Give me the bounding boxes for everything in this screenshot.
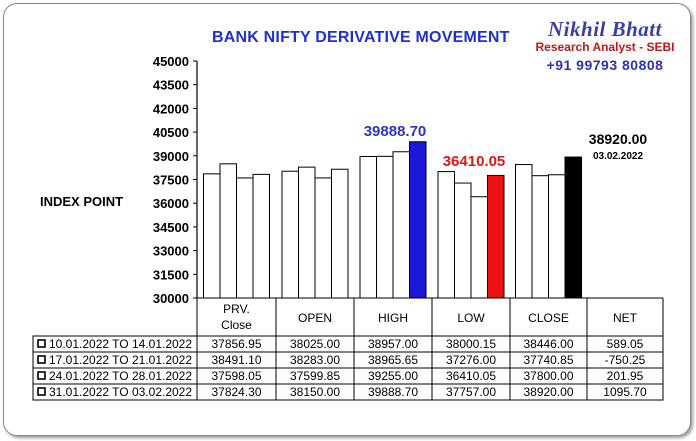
bar: [281, 170, 299, 299]
brand-phone: +91 99793 80808: [546, 57, 664, 73]
brand-name: Nikhil Bhatt: [548, 17, 662, 41]
bar: [252, 173, 270, 299]
table-header-label: Close: [221, 318, 252, 332]
bar: [331, 168, 349, 299]
table-cell: 37757.00: [446, 385, 496, 399]
table-cell: 1095.70: [603, 385, 647, 399]
bar: [219, 163, 237, 299]
legend-key: [37, 355, 46, 364]
table-header-label: NET: [613, 311, 638, 325]
table-cell: 37599.85: [290, 369, 340, 383]
table-cell: 36410.05: [446, 369, 496, 383]
y-tick-label: 30000: [153, 291, 189, 306]
table-cell: 201.95: [607, 369, 644, 383]
table-header-label: CLOSE: [528, 311, 569, 325]
bar: [454, 182, 472, 299]
y-tick-label: 42000: [153, 101, 189, 116]
table-header-label: LOW: [457, 311, 485, 325]
y-tick-label: 31500: [153, 267, 189, 282]
chart-frame: [3, 3, 691, 436]
bar: [298, 166, 316, 299]
chart-title: BANK NIFTY DERIVATIVE MOVEMENT: [212, 29, 510, 46]
y-axis-label: INDEX POINT: [40, 194, 124, 209]
table-cell: 37740.85: [523, 353, 573, 367]
bar: [564, 156, 582, 299]
y-tick-label: 45000: [153, 54, 189, 69]
legend-key: [37, 387, 46, 396]
annotation-close-date: 03.02.2022: [593, 151, 643, 162]
bar: [437, 171, 455, 299]
table-cell: 38283.00: [290, 353, 340, 367]
bar: [392, 151, 410, 299]
y-tick-label: 43500: [153, 78, 189, 93]
legend-key: [37, 371, 46, 380]
bar: [515, 164, 533, 299]
legend-key: [37, 339, 46, 348]
table-cell: 38491.10: [211, 353, 261, 367]
table-header-label: PRV.: [223, 302, 250, 316]
table-cell: 37598.05: [211, 369, 261, 383]
table-cell: 37800.00: [523, 369, 573, 383]
table-cell: 38957.00: [368, 337, 418, 351]
bar: [548, 174, 566, 299]
table-header-label: OPEN: [298, 311, 332, 325]
bar: [359, 155, 377, 299]
annotation-high: 39888.70: [364, 123, 427, 140]
table-cell: 38920.00: [523, 385, 573, 399]
table-row-label: 31.01.2022 TO 03.02.2022: [49, 385, 192, 399]
table-cell: 589.05: [607, 337, 644, 351]
table-cell: 37856.95: [211, 337, 261, 351]
y-tick-label: 34500: [153, 220, 189, 235]
brand-block: Nikhil Bhatt Research Analyst - SEBI +91…: [530, 18, 680, 75]
brand-role: Research Analyst - SEBI: [535, 40, 675, 54]
table-row-label: 17.01.2022 TO 21.01.2022: [49, 353, 192, 367]
bar: [314, 177, 332, 299]
bar: [531, 175, 549, 299]
annotation-close: 38920.00: [589, 131, 648, 147]
table-cell: 38446.00: [523, 337, 573, 351]
y-tick-label: 33000: [153, 244, 189, 259]
table-cell: 39255.00: [368, 369, 418, 383]
table-cell: -750.25: [605, 353, 646, 367]
table-cell: 37824.30: [211, 385, 261, 399]
table-row-label: 24.01.2022 TO 28.01.2022: [49, 369, 192, 383]
table-cell: 37276.00: [446, 353, 496, 367]
y-tick-label: 40500: [153, 125, 189, 140]
bar: [376, 155, 394, 299]
y-tick-label: 39000: [153, 149, 189, 164]
annotation-low: 36410.05: [443, 153, 506, 170]
y-tick-label: 36000: [153, 196, 189, 211]
bar: [409, 141, 427, 299]
table-cell: 38025.00: [290, 337, 340, 351]
table-cell: 38150.00: [290, 385, 340, 399]
bar: [236, 177, 254, 299]
table-header-label: HIGH: [378, 311, 408, 325]
table-cell: 39888.70: [368, 385, 418, 399]
bar: [470, 196, 488, 299]
bar: [203, 173, 221, 299]
bar: [487, 174, 505, 299]
table-cell: 38965.65: [368, 353, 418, 367]
y-tick-label: 37500: [153, 173, 189, 188]
table-cell: 38000.15: [446, 337, 496, 351]
table-row-label: 10.01.2022 TO 14.01.2022: [49, 337, 192, 351]
